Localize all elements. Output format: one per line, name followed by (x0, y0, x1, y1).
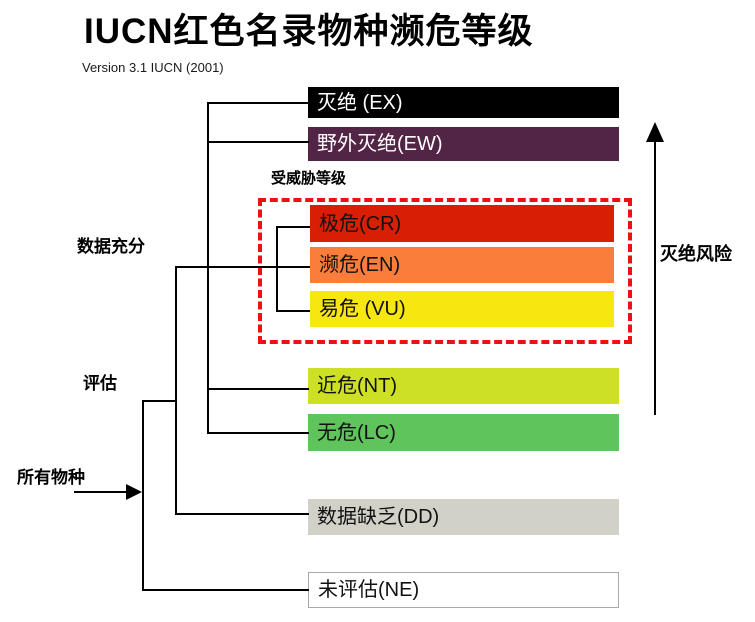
tree-line-vertical-threatened (276, 226, 278, 312)
category-bar-nt: 近危(NT) (308, 368, 619, 404)
tree-line-ex (208, 102, 309, 104)
extinction-risk-arrow-shaft (654, 140, 656, 415)
category-bar-ex: 灭绝 (EX) (308, 87, 619, 118)
category-bar-en: 濒危(EN) (310, 247, 614, 283)
tree-line-ne (143, 589, 309, 591)
tree-line-nt (208, 388, 309, 390)
tree-line-cr (277, 226, 310, 228)
right-arrow-icon (126, 484, 142, 500)
all-species-label: 所有物种 (17, 468, 85, 487)
threatened-dashed-box (258, 198, 632, 344)
tree-line-dd (176, 513, 309, 515)
page-title: IUCN红色名录物种濒危等级 (84, 12, 534, 51)
tree-line-vertical-all-species (142, 400, 144, 591)
tree-line-vertical-data-sufficient (207, 102, 209, 434)
all-species-arrow-shaft (74, 491, 128, 493)
category-bar-cr: 极危(CR) (310, 205, 614, 242)
threatened-group-label: 受威胁等级 (271, 170, 347, 187)
category-bar-ew: 野外灭绝(EW) (308, 127, 619, 161)
category-bar-dd: 数据缺乏(DD) (308, 499, 619, 535)
category-bar-lc: 无危(LC) (308, 414, 619, 451)
data-sufficient-label: 数据充分 (77, 237, 145, 256)
extinction-risk-label: 灭绝风险 (660, 244, 732, 264)
up-arrow-icon (646, 122, 664, 142)
tree-line-ew (208, 141, 309, 143)
tree-line-lc (207, 432, 309, 434)
category-bar-ne: 未评估(NE) (308, 572, 619, 608)
category-bar-vu: 易危 (VU) (310, 291, 614, 327)
evaluated-label: 评估 (83, 374, 117, 393)
tree-line-evaluated-connector (143, 400, 176, 402)
version-subtitle: Version 3.1 IUCN (2001) (82, 60, 224, 75)
tree-line-vertical-evaluated (175, 266, 177, 515)
tree-line-en (175, 266, 310, 268)
tree-line-vu (277, 310, 310, 312)
